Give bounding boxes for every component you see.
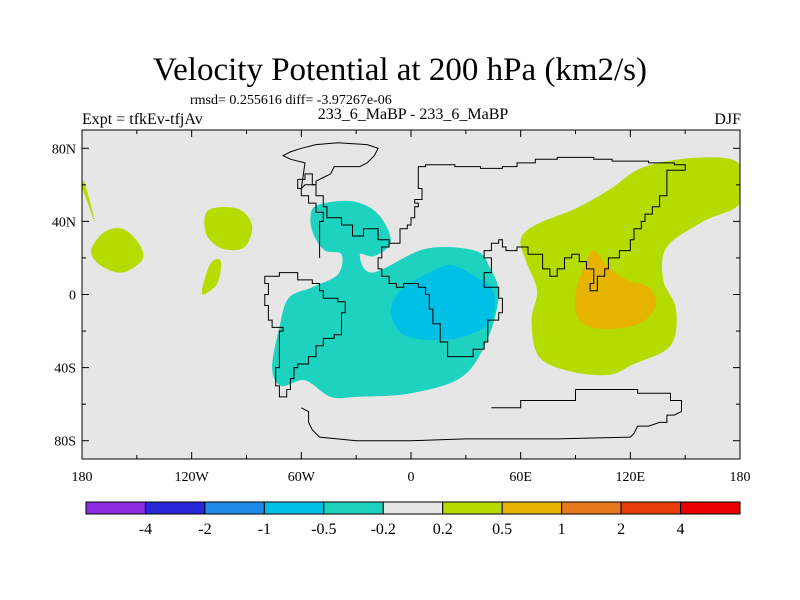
region-6 <box>272 200 499 399</box>
colorbar-label: 4 <box>677 521 685 538</box>
y-tick-label: 80S <box>54 435 76 450</box>
colorbar-swatch <box>204 501 265 515</box>
x-tick-label: 60E <box>509 470 532 485</box>
x-tick-label: 180 <box>72 470 93 485</box>
colorbar-swatch <box>501 501 563 515</box>
x-tick-label: 180 <box>730 470 751 485</box>
coastline-antarctica <box>301 389 682 442</box>
colorbar-label: 0.2 <box>433 521 453 538</box>
coastline-greenland <box>281 142 379 190</box>
region-5 <box>575 250 657 330</box>
chart-title: Velocity Potential at 200 hPa (km2/s) <box>152 52 648 88</box>
coastline-south-america <box>264 272 346 398</box>
colorbar-label: -0.5 <box>311 521 336 538</box>
y-tick-label: 0 <box>69 289 76 304</box>
y-tick-label: 40N <box>52 215 76 230</box>
colorbar-swatch <box>561 501 622 515</box>
x-tick-label: 120W <box>175 470 210 485</box>
colorbar-label: 1 <box>558 521 566 538</box>
colorbar-label: 2 <box>617 521 625 538</box>
colorbar-swatch <box>263 501 325 515</box>
y-tick-label: 40S <box>54 362 76 377</box>
colorbar-swatch <box>323 501 384 515</box>
colorbar-swatch <box>85 501 146 515</box>
continent-outlines <box>264 142 686 442</box>
colorbar-label: -0.2 <box>371 521 396 538</box>
axis-ticks: 180 120W 60W 0 60E 120E 180 80N 40N 0 40S 80S <box>52 130 751 485</box>
experiment-label: Expt = tfkEv-tfjAv <box>82 111 203 128</box>
case-label: 233_6_MaBP - 233_6_MaBP <box>317 106 509 123</box>
colorbar-label: 0.5 <box>492 521 512 538</box>
season-label: DJF <box>714 111 741 128</box>
x-tick-label: 60W <box>288 470 316 485</box>
colorbar-swatch <box>144 501 206 515</box>
region-2 <box>204 206 253 251</box>
colorbar-swatch <box>680 501 741 515</box>
colorbar-label: -4 <box>139 521 152 538</box>
region-1 <box>91 227 144 273</box>
x-tick-label: 0 <box>408 470 415 485</box>
region-0 <box>82 180 95 222</box>
coastline-africa-eurasia <box>297 156 686 358</box>
colorbar-label: -2 <box>198 521 211 538</box>
colorbar-swatch <box>382 501 444 515</box>
colorbar: -4 -2 -1 -0.5 -0.2 0.2 0.5 1 2 4 <box>85 501 741 538</box>
rmsd-diff-stats: rmsd= 0.255616 diff= -3.97267e-06 <box>190 93 392 108</box>
x-tick-label: 120E <box>616 470 646 485</box>
colorbar-swatch <box>442 501 503 515</box>
y-tick-label: 80N <box>52 142 76 157</box>
colorbar-label: -1 <box>258 521 271 538</box>
region-4 <box>520 157 740 376</box>
region-3 <box>201 259 222 295</box>
colorbar-swatch <box>620 501 682 515</box>
